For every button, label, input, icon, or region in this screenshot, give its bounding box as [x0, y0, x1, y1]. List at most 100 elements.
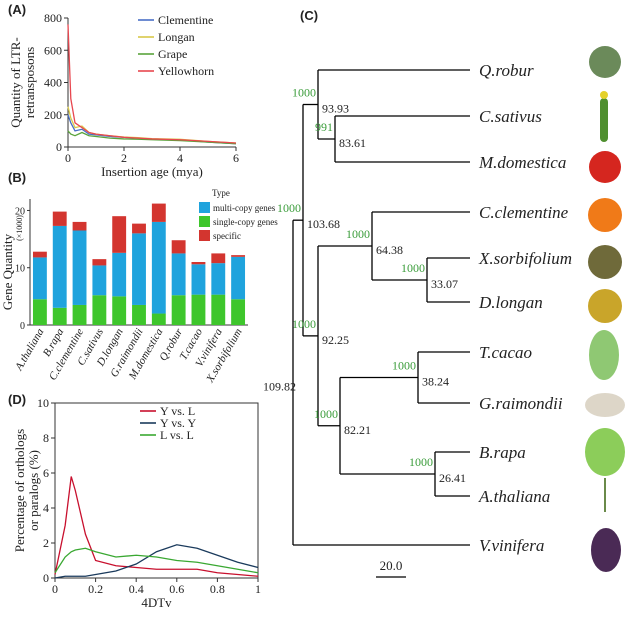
- bar-segment: [132, 223, 146, 234]
- node-support: 1000: [292, 86, 316, 100]
- series-line: [54, 544, 259, 579]
- bar-segment: [72, 304, 87, 325]
- y-axis-label: Percentage of orthologs: [12, 429, 27, 552]
- bar-segment: [231, 255, 246, 257]
- y-tick-label: 4: [43, 501, 49, 515]
- icon: [589, 151, 621, 183]
- node-age: 38.24: [422, 375, 449, 389]
- legend-swatch: [199, 202, 210, 213]
- legend-label: L vs. L: [160, 428, 194, 442]
- node-age: 33.07: [431, 277, 458, 291]
- y-axis-label: or paralogs (%): [26, 450, 41, 531]
- node-support: 1000: [277, 201, 301, 215]
- leaf-label: D.longan: [478, 293, 543, 312]
- icon: [589, 330, 619, 380]
- node-support: 1000: [392, 359, 416, 373]
- legend-label: Yellowhorn: [158, 64, 214, 78]
- leaf-label: B.rapa: [479, 443, 526, 462]
- node-support: 1000: [314, 407, 338, 421]
- leaf-label: Q.robur: [479, 61, 534, 80]
- bar-segment: [231, 256, 246, 300]
- node-support: 1000: [409, 455, 433, 469]
- bar-segment: [92, 259, 107, 266]
- bar-segment: [191, 294, 206, 325]
- leaf-label: T.cacao: [479, 343, 532, 362]
- x-tick-label: 0.8: [210, 582, 225, 596]
- node-age: 109.82: [263, 380, 296, 394]
- bar-segment: [132, 233, 146, 305]
- fruit-icons: [585, 46, 625, 572]
- y-axis-label: Gene Quantity: [0, 233, 15, 310]
- bar-segment: [211, 263, 226, 295]
- legend-label: Grape: [158, 47, 187, 61]
- x-tick-label: 1: [255, 582, 261, 596]
- x-tick-label: 6: [233, 151, 239, 165]
- legend-swatch: [199, 216, 210, 227]
- series-line: [67, 130, 237, 145]
- y-tick-label: 0: [56, 140, 62, 154]
- node-support: 1000: [346, 227, 370, 241]
- leaf-label: M.domestica: [478, 153, 566, 172]
- y-tick-label: 10: [37, 396, 49, 410]
- x-axis-label: 4DTv: [141, 595, 172, 610]
- legend-swatch: [199, 230, 210, 241]
- bar-segment: [211, 253, 226, 264]
- bar-segment: [112, 252, 127, 297]
- legend-label: Y vs. L: [160, 404, 195, 418]
- legend-title: Type: [212, 188, 230, 198]
- icon: [588, 289, 622, 323]
- x-tick-label: 2: [121, 151, 127, 165]
- panel-label: (B): [8, 170, 26, 185]
- node-age: 82.21: [344, 423, 371, 437]
- bar-segment: [52, 307, 67, 325]
- icon: [588, 198, 622, 232]
- bar-segment: [231, 299, 246, 325]
- x-tick-label: 0.2: [88, 582, 103, 596]
- y-axis-label: Quantity of LTR-: [8, 37, 23, 128]
- y-tick-label: 0: [20, 321, 25, 332]
- series-line: [54, 476, 259, 577]
- legend-label: specific: [213, 231, 241, 241]
- icon: [588, 245, 622, 279]
- y-tick-label: 200: [44, 108, 62, 122]
- panel-label: (D): [8, 392, 26, 407]
- legend-label: multi-copy genes: [213, 203, 276, 213]
- y-tick-label: 0: [43, 571, 49, 585]
- node-age: 64.38: [376, 243, 403, 257]
- leaf-label: X.sorbifolium: [478, 249, 572, 268]
- series-line: [67, 24, 237, 144]
- legend-label: Y vs. Y: [160, 416, 196, 430]
- y-tick-label: 6: [43, 466, 49, 480]
- legend-label: Longan: [158, 30, 195, 44]
- icon: [589, 46, 621, 78]
- node-age: 93.93: [322, 102, 349, 116]
- leaf-label: A.thaliana: [478, 487, 550, 506]
- x-tick-label: 0: [65, 151, 71, 165]
- bar-segment: [132, 304, 146, 325]
- panel-label: (C): [300, 8, 318, 23]
- bar-segment: [32, 257, 47, 300]
- node-age: 26.41: [439, 471, 466, 485]
- leaf-label: C.sativus: [479, 107, 542, 126]
- bar-segment: [211, 294, 226, 325]
- x-tick-label: 0.4: [129, 582, 144, 596]
- node-support: 1000: [401, 261, 425, 275]
- legend-label: Clementine: [158, 13, 213, 27]
- icon: [585, 428, 625, 476]
- y-tick-label: 20: [15, 206, 25, 217]
- bar-segment: [112, 296, 127, 325]
- x-tick-label: 0.6: [169, 582, 184, 596]
- node-age: 92.25: [322, 333, 349, 347]
- leaf-label: C.clementine: [479, 203, 569, 222]
- y-axis-unit: (×1000): [15, 215, 24, 241]
- x-tick-label: 4: [177, 151, 183, 165]
- bar-segment: [72, 230, 87, 305]
- y-tick-label: 8: [43, 431, 49, 445]
- bar-segment: [171, 253, 186, 296]
- bar-segment: [92, 295, 107, 325]
- bar-segment: [32, 251, 47, 258]
- leaf-label: V.vinifera: [479, 536, 544, 555]
- series-line: [67, 106, 237, 144]
- icon: [591, 528, 621, 572]
